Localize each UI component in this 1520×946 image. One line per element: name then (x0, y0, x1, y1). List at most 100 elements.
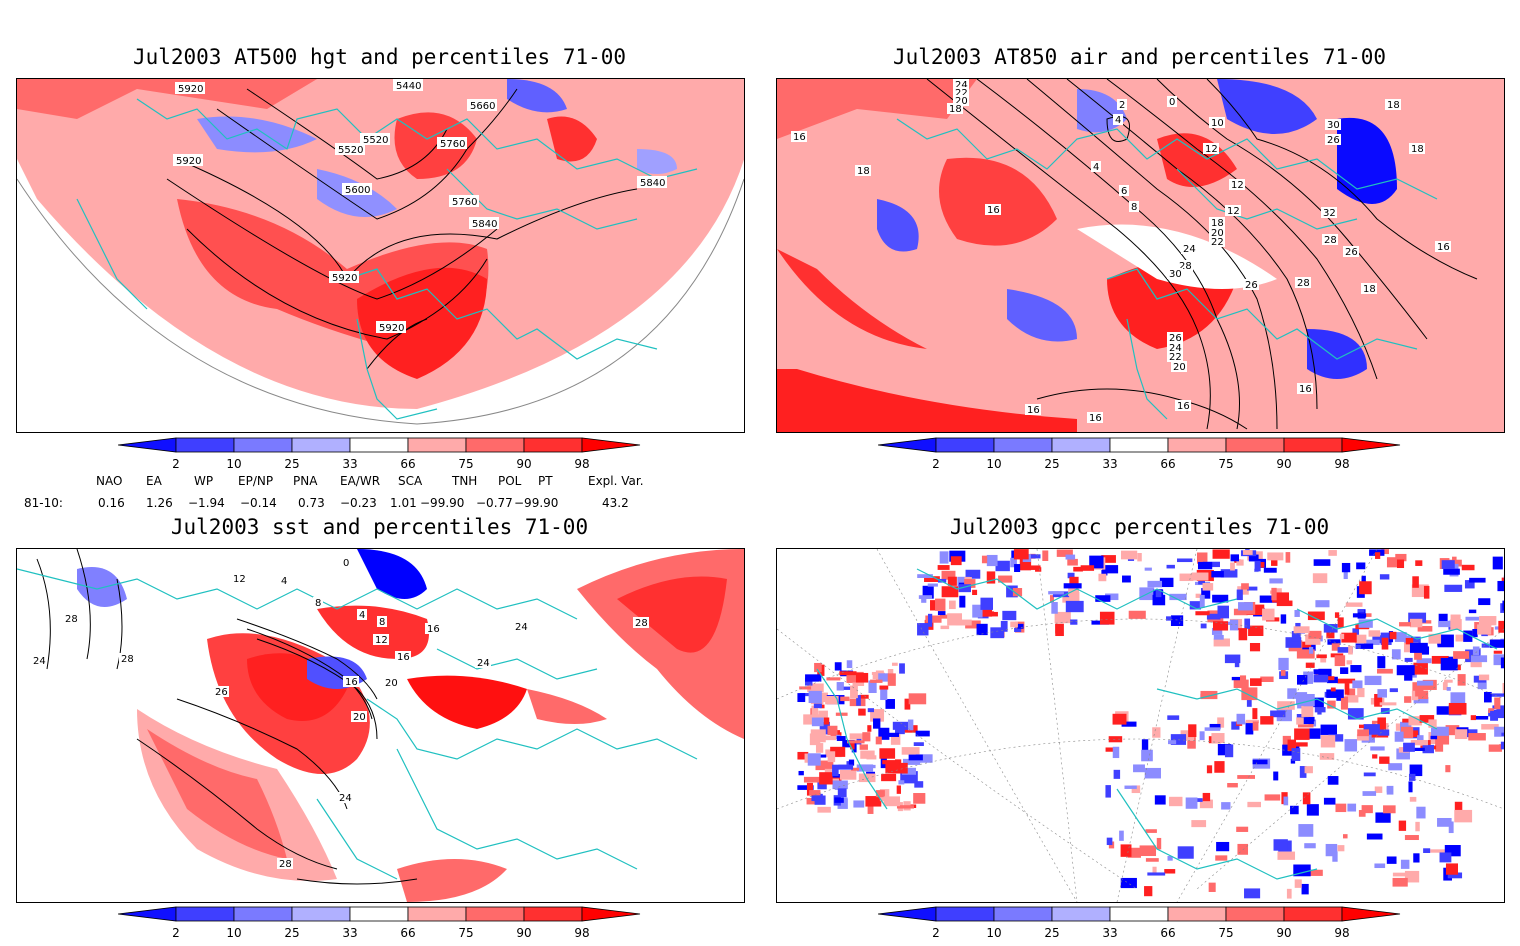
precip-cell (1214, 635, 1224, 640)
contour-label: 5440 (396, 81, 421, 92)
colorbar-segment (408, 907, 466, 921)
precip-cell (1274, 839, 1288, 850)
precip-cell (1356, 562, 1365, 569)
precip-cell (1211, 571, 1224, 577)
precip-cell (1198, 562, 1212, 569)
precip-cell (1335, 655, 1345, 666)
colorbar-segment (176, 907, 234, 921)
precip-cell (1374, 863, 1385, 868)
colorbar-tick-label: 75 (458, 457, 473, 471)
colorbar-segment (878, 907, 936, 921)
colorbar-tick-label: 25 (1044, 926, 1059, 940)
precip-cell (1237, 775, 1255, 779)
precip-cell (1107, 838, 1113, 845)
precip-cell (1205, 727, 1221, 731)
precip-cell (1309, 728, 1320, 738)
precip-cell (1066, 601, 1084, 612)
precip-cell (1315, 600, 1329, 607)
precip-cell (1501, 658, 1504, 669)
contour-label: 16 (987, 205, 1000, 216)
index-value-pt: −99.90 (514, 496, 558, 510)
precip-cell (1231, 554, 1239, 561)
precip-cell (1180, 574, 1194, 581)
precip-cell (1462, 565, 1475, 570)
precip-cell (1315, 707, 1326, 712)
index-header-pna: PNA (293, 474, 317, 488)
precip-cell (1446, 863, 1458, 874)
index-header-tnh: TNH (452, 474, 477, 488)
precip-cell (815, 795, 826, 804)
index-value-epnp: −0.14 (240, 496, 277, 510)
precip-cell (814, 704, 822, 709)
map-hgt500: 5920 5440 5660 5520 5520 5760 5600 5760 … (16, 78, 745, 433)
colorbar-segment (350, 907, 408, 921)
precip-cell (1167, 715, 1179, 720)
precip-cell (1295, 879, 1302, 887)
precip-cell (805, 674, 821, 681)
colorbar-tick-label: 2 (172, 457, 180, 471)
index-value-pna: 0.73 (298, 496, 325, 510)
precip-cell (819, 772, 832, 784)
precip-cell (837, 736, 846, 741)
precip-cell (1347, 660, 1353, 664)
precip-cell (860, 744, 868, 749)
precip-cell (1416, 807, 1425, 819)
precip-cell (1283, 797, 1288, 806)
contour-label: 24 (1183, 244, 1196, 255)
precip-cell (938, 565, 950, 570)
precip-cell (1214, 761, 1224, 773)
precip-cell (1209, 883, 1216, 892)
map-gpcc (776, 548, 1505, 903)
precip-cell (1252, 708, 1257, 719)
colorbar-tick-label: 33 (1102, 457, 1117, 471)
precip-cell (1253, 760, 1268, 765)
precip-cell (1230, 563, 1235, 571)
precip-cell (847, 660, 853, 668)
precip-cell (1399, 622, 1411, 626)
precip-cell (1122, 576, 1131, 583)
precip-cell (1342, 563, 1350, 572)
contour-label: 5760 (452, 197, 477, 208)
index-value-pol: −0.77 (476, 496, 513, 510)
precip-cell (1469, 610, 1476, 614)
contour-label: 8 (315, 598, 321, 609)
precip-cell (1142, 739, 1148, 751)
contour-label: 24 (515, 622, 528, 633)
precip-cell (866, 755, 876, 759)
precip-cell (1372, 754, 1377, 758)
contour-label: 8 (1131, 202, 1137, 213)
contour-label: 16 (1437, 242, 1450, 253)
precip-cell (1494, 651, 1502, 654)
precip-cell (885, 763, 899, 774)
precip-cell (1382, 638, 1389, 650)
precip-cell (853, 800, 864, 807)
precip-cell (1271, 588, 1276, 600)
precip-cell (1203, 583, 1214, 591)
precip-cell (1455, 729, 1467, 739)
precip-cell (940, 551, 949, 563)
precip-cell (1243, 550, 1253, 555)
precip-cell (1294, 728, 1309, 739)
precip-cell (1145, 568, 1152, 571)
precip-cell (1250, 678, 1262, 686)
precip-cell (1157, 838, 1161, 849)
precip-cell (1273, 772, 1278, 781)
precip-cell (1471, 655, 1487, 662)
precip-cell (1424, 586, 1429, 599)
precip-cell (1437, 818, 1452, 827)
precip-cell (1377, 656, 1385, 668)
precip-cell (1247, 802, 1261, 807)
precip-cell (1307, 804, 1319, 815)
precip-cell (847, 740, 865, 743)
colorbar-segment (582, 438, 640, 452)
precip-cell (1490, 711, 1498, 721)
precip-cell (1298, 824, 1313, 837)
precip-cell (1390, 688, 1398, 692)
precip-cell (1200, 595, 1205, 608)
colorbar-segment (1342, 438, 1400, 452)
colorbar-tick-label: 25 (1044, 457, 1059, 471)
precip-cell (1399, 821, 1406, 831)
precip-cell (839, 671, 856, 675)
precip-cell (1337, 845, 1344, 851)
